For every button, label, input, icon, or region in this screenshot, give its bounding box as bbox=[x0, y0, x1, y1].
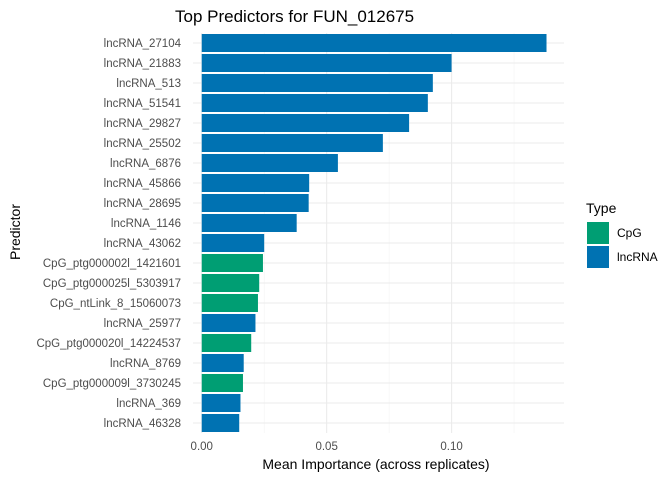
y-tick-label: CpG_ptg000020l_14224537 bbox=[36, 338, 181, 350]
bar-lncRNA_21883 bbox=[201, 54, 452, 72]
y-tick-label: CpG_ptg000009l_3730245 bbox=[43, 378, 181, 390]
bar-lncRNA_51541 bbox=[201, 94, 428, 112]
bar-lncRNA_29827 bbox=[201, 114, 410, 132]
y-tick-label: lncRNA_51541 bbox=[104, 98, 181, 110]
y-tick-label: lncRNA_1146 bbox=[111, 218, 181, 230]
y-axis-title: Predictor bbox=[7, 204, 23, 260]
bar-CpG_ptg000025l_5303917 bbox=[201, 274, 260, 292]
legend-items: CpG lncRNA bbox=[587, 222, 658, 268]
legend-label-lncrna: lncRNA bbox=[617, 250, 658, 264]
y-tick-label: lncRNA_27104 bbox=[104, 38, 182, 50]
legend-title: Type bbox=[586, 200, 617, 216]
x-tick-label: 0.10 bbox=[440, 441, 462, 453]
bar-CpG_ntLink_8_15060073 bbox=[201, 294, 258, 312]
legend-swatch-lncrna bbox=[587, 246, 609, 268]
bars bbox=[201, 34, 547, 432]
bar-lncRNA_6876 bbox=[201, 154, 338, 172]
bar-lncRNA_43062 bbox=[201, 234, 265, 252]
bar-lncRNA_27104 bbox=[201, 34, 547, 52]
bar-lncRNA_25977 bbox=[201, 314, 256, 332]
y-tick-label: lncRNA_28695 bbox=[104, 198, 181, 210]
y-tick-label: lncRNA_21883 bbox=[104, 58, 181, 70]
y-tick-label: lncRNA_369 bbox=[116, 398, 181, 410]
y-tick-labels: lncRNA_27104 lncRNA_21883 lncRNA_513 lncRNA… bbox=[36, 38, 181, 430]
bar-CpG_ptg000002l_1421601 bbox=[201, 254, 263, 272]
y-tick-label: lncRNA_25502 bbox=[104, 138, 181, 150]
bar-lncRNA_45866 bbox=[201, 174, 310, 192]
bar-lncRNA_28695 bbox=[201, 194, 309, 212]
bar-CpG_ptg000020l_14224537 bbox=[201, 334, 252, 352]
bar-lncRNA_513 bbox=[201, 74, 433, 92]
y-tick-label: lncRNA_45866 bbox=[104, 178, 181, 190]
legend-label-cpg: CpG bbox=[617, 226, 642, 240]
bar-lncRNA_46328 bbox=[201, 414, 240, 432]
y-tick-label: lncRNA_43062 bbox=[104, 238, 181, 250]
chart-title: Top Predictors for FUN_012675 bbox=[175, 7, 414, 26]
bar-lncRNA_369 bbox=[201, 394, 241, 412]
grid bbox=[193, 33, 564, 433]
y-tick-label: lncRNA_46328 bbox=[104, 418, 181, 430]
y-tick-label: CpG_ptg000002l_1421601 bbox=[43, 258, 181, 270]
y-tick-label: lncRNA_513 bbox=[116, 78, 181, 90]
y-tick-label: CpG_ntLink_8_15060073 bbox=[50, 298, 181, 310]
bar-lncRNA_8769 bbox=[201, 354, 244, 372]
y-tick-label: lncRNA_6876 bbox=[110, 158, 181, 170]
y-tick-label: lncRNA_25977 bbox=[104, 318, 181, 330]
legend-swatch-cpg bbox=[587, 222, 609, 244]
x-axis-title: Mean Importance (across replicates) bbox=[262, 456, 489, 472]
y-tick-label: CpG_ptg000025l_5303917 bbox=[43, 278, 181, 290]
x-tick-label: 0.00 bbox=[191, 441, 213, 453]
bar-lncRNA_25502 bbox=[201, 134, 383, 152]
bar-CpG_ptg000009l_3730245 bbox=[201, 374, 243, 392]
y-tick-label: lncRNA_29827 bbox=[104, 118, 181, 130]
bar-lncRNA_1146 bbox=[201, 214, 297, 232]
x-tick-label: 0.05 bbox=[315, 441, 337, 453]
y-tick-label: lncRNA_8769 bbox=[110, 358, 181, 370]
legend: Type CpG lncRNA bbox=[586, 200, 658, 268]
x-tick-labels: 0.00 0.05 0.10 bbox=[191, 441, 463, 453]
